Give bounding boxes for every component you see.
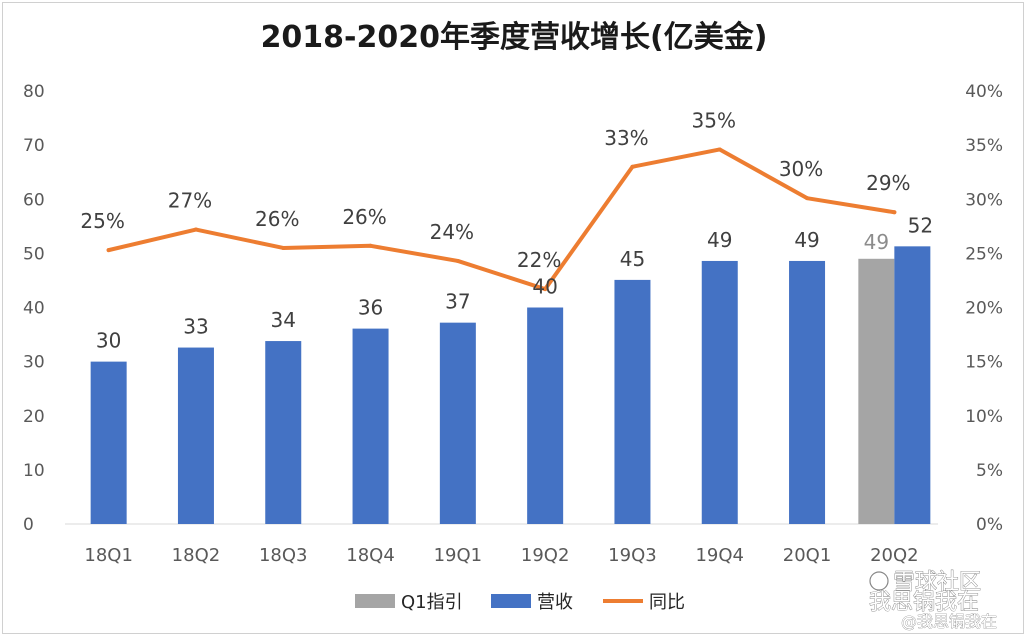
- legend-swatch: [491, 594, 531, 608]
- bar-revenue: [614, 279, 651, 524]
- y-left-tick-label: 50: [23, 244, 45, 264]
- watermark-line1: 雪球社区: [893, 570, 981, 595]
- y-right-tick-label: 35%: [965, 136, 1003, 156]
- y-left-tick-label: 80: [23, 82, 45, 102]
- chart-title: 2018-2020年季度营收增长(亿美金): [261, 20, 768, 55]
- point-yoy: [193, 227, 198, 232]
- x-tick-label: 19Q1: [434, 545, 483, 566]
- y-left-tick-label: 0: [23, 515, 34, 535]
- point-yoy: [805, 196, 810, 201]
- data-label-yoy: 35%: [692, 108, 736, 132]
- bar-guidance: [858, 258, 895, 524]
- data-label-revenue: 45: [620, 247, 645, 271]
- x-tick-label: 19Q2: [521, 545, 570, 566]
- data-label-yoy: 30%: [779, 157, 823, 181]
- legend-label: Q1指引: [401, 592, 463, 613]
- bar-revenue: [352, 328, 389, 524]
- data-label-guidance: 49: [864, 230, 889, 254]
- y-right-tick-label: 40%: [965, 82, 1003, 102]
- legend: Q1指引 营收 同比: [355, 592, 685, 613]
- y-right-tick-label: 0%: [976, 515, 1003, 535]
- y-left-tick-label: 30: [23, 353, 45, 373]
- point-yoy: [630, 164, 635, 169]
- labels-layer: 30 33 34 36 37 40 45 49 49 49 52 25% 27% 26% 26% 24% 22%…: [80, 108, 933, 352]
- bar-revenue: [265, 341, 302, 524]
- bar-revenue: [90, 361, 127, 524]
- line-layer: [106, 147, 897, 292]
- bar-revenue: [439, 322, 476, 524]
- y-right-tick-label: 30%: [965, 190, 1003, 210]
- point-yoy: [106, 248, 111, 253]
- legend-label: 营收: [537, 592, 573, 613]
- legend-swatch: [355, 594, 395, 608]
- y-left-tick-label: 40: [23, 299, 45, 319]
- point-yoy: [892, 210, 897, 215]
- point-yoy: [717, 147, 722, 152]
- data-label-revenue: 49: [794, 228, 819, 252]
- y-left-tick-label: 70: [23, 136, 45, 156]
- chart-svg: 2018-2020年季度营收增长(亿美金) 010203040506070800…: [23, 20, 1003, 632]
- data-label-yoy: 24%: [430, 220, 474, 244]
- bar-revenue: [701, 260, 738, 524]
- y-left-tick-label: 60: [23, 190, 45, 210]
- x-tick-label: 20Q2: [870, 545, 919, 566]
- x-tick-label: 18Q3: [259, 545, 308, 566]
- data-label-yoy: 27%: [168, 189, 212, 213]
- watermark-line2: 我思锅我在: [869, 590, 979, 615]
- data-label-revenue: 36: [358, 296, 383, 320]
- data-label-yoy: 25%: [80, 209, 124, 233]
- x-tick-label: 19Q4: [695, 545, 744, 566]
- axes-layer: 0 10 20 30 40 50 60 70 80 0% 5% 10% 15% 20% 25% 30% 35% 4…: [23, 82, 1003, 566]
- y-right-tick-label: 20%: [965, 299, 1003, 319]
- point-yoy: [368, 243, 373, 248]
- watermark: 雪球社区 我思锅我在 @我思锅我在: [869, 570, 998, 632]
- data-label-revenue: 52: [908, 213, 933, 237]
- x-tick-label: 18Q4: [346, 545, 395, 566]
- data-label-yoy: 26%: [255, 207, 299, 231]
- data-label-revenue: 49: [707, 228, 732, 252]
- y-right-tick-label: 5%: [976, 461, 1003, 481]
- bar-revenue: [527, 307, 564, 524]
- bars-layer: [90, 246, 931, 524]
- x-tick-label: 18Q1: [84, 545, 133, 566]
- data-label-yoy: 33%: [604, 126, 648, 150]
- data-label-revenue: 40: [532, 275, 557, 299]
- data-label-revenue: 34: [271, 308, 296, 332]
- bar-revenue: [894, 246, 931, 524]
- data-label-yoy: 22%: [517, 248, 561, 272]
- data-label-revenue: 30: [96, 329, 121, 353]
- x-tick-label: 20Q1: [783, 545, 832, 566]
- x-tick-label: 18Q2: [172, 545, 221, 566]
- y-right-tick-label: 15%: [965, 353, 1003, 373]
- point-yoy: [455, 258, 460, 263]
- point-yoy: [281, 245, 286, 250]
- legend-label: 同比: [649, 592, 685, 613]
- y-left-tick-label: 20: [23, 407, 45, 427]
- y-left-tick-label: 10: [23, 461, 45, 481]
- x-tick-label: 19Q3: [608, 545, 657, 566]
- y-right-tick-label: 25%: [965, 244, 1003, 264]
- data-label-yoy: 26%: [342, 205, 386, 229]
- point-yoy: [543, 287, 548, 292]
- line-yoy: [106, 147, 897, 292]
- watermark-line3: @我思锅我在: [901, 612, 997, 631]
- data-label-yoy: 29%: [866, 171, 910, 195]
- bar-revenue: [789, 260, 826, 524]
- bar-revenue: [177, 347, 214, 524]
- watermark-logo-icon: [869, 571, 889, 591]
- y-right-tick-label: 10%: [965, 407, 1003, 427]
- data-label-revenue: 37: [445, 290, 470, 314]
- data-label-revenue: 33: [183, 315, 208, 339]
